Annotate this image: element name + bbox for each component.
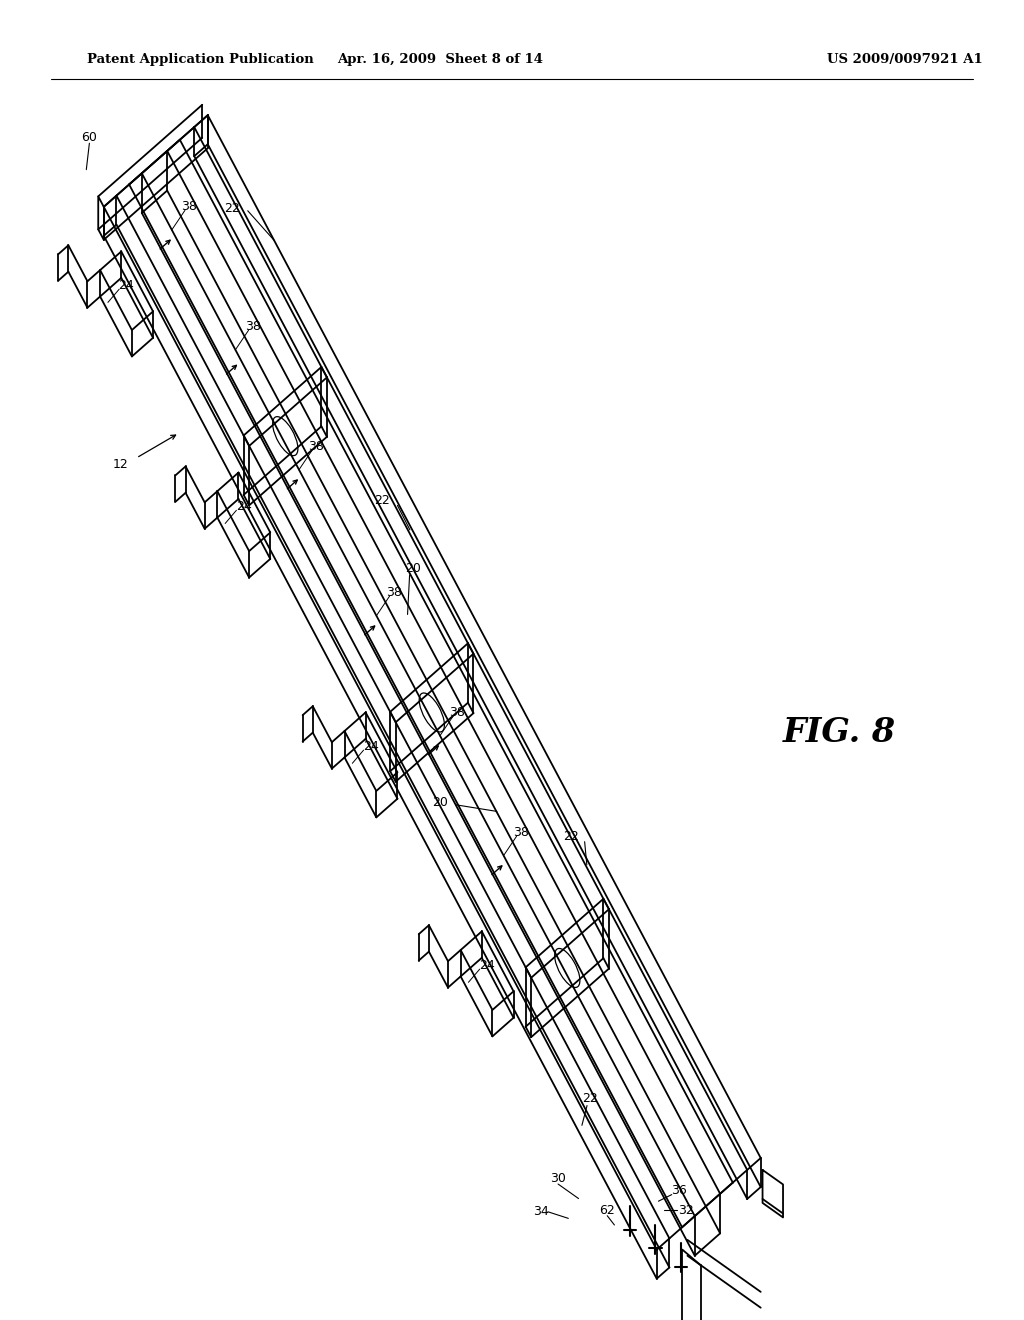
Text: FIG. 8: FIG. 8 [783,715,896,750]
Text: Patent Application Publication: Patent Application Publication [87,53,313,66]
Text: 22: 22 [374,494,390,507]
Text: 24: 24 [362,739,379,752]
Text: 38: 38 [245,319,260,333]
Text: US 2009/0097921 A1: US 2009/0097921 A1 [827,53,983,66]
Text: 38: 38 [513,825,528,838]
Text: Apr. 16, 2009  Sheet 8 of 14: Apr. 16, 2009 Sheet 8 of 14 [337,53,544,66]
Text: 38: 38 [181,199,197,213]
Text: 34: 34 [532,1205,549,1218]
Text: 20: 20 [432,796,449,809]
Text: 22: 22 [224,202,241,215]
Text: 62: 62 [599,1204,615,1217]
Text: 12: 12 [113,458,129,471]
Text: 60: 60 [82,132,97,144]
Text: 30: 30 [550,1172,566,1185]
Text: 32: 32 [678,1204,694,1217]
Text: 22: 22 [583,1093,598,1105]
Text: 22: 22 [563,830,580,843]
Text: 38: 38 [308,440,325,453]
Text: 24: 24 [479,958,495,972]
Text: 20: 20 [404,562,421,574]
Text: 24: 24 [119,279,134,292]
Text: 36: 36 [671,1184,687,1197]
Text: 38: 38 [386,586,401,599]
Text: 24: 24 [236,500,252,513]
Text: 38: 38 [450,706,465,718]
